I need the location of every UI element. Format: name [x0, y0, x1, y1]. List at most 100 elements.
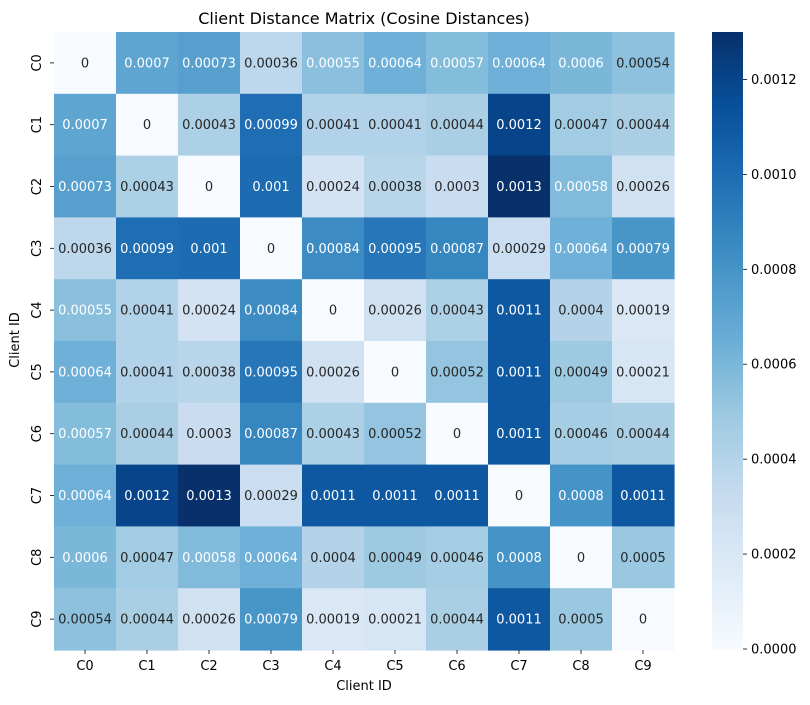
cell-value-label: 0.00084: [244, 304, 298, 319]
heatmap-cell-C3-C4: [302, 217, 365, 280]
cell-value-label: 0.00073: [58, 180, 112, 195]
x-axis: C0 C1 C2 C3 C4 C5 C6 C7 C8 C9: [76, 650, 652, 674]
cell-value-label: 0: [267, 242, 275, 257]
chart-title: Client Distance Matrix (Cosine Distances…: [198, 9, 530, 28]
cell-value-label: 0.00079: [244, 613, 298, 628]
heatmap-cell-C7-C6: [426, 464, 489, 527]
heatmap-cell-C4-C3: [240, 279, 303, 342]
cell-value-label: 0.00044: [616, 427, 670, 442]
heatmap-cell-C7-C2: [178, 464, 241, 527]
heatmap-cell-C0-C7: [488, 32, 551, 95]
heatmap-cell-C8-C8: [550, 526, 613, 589]
cell-value-label: 0.00058: [554, 180, 608, 195]
colorbar-tick-label: 0.0008: [751, 263, 797, 278]
heatmap-cells: [54, 32, 675, 651]
heatmap-cell-C9-C0: [54, 588, 117, 651]
heatmap-cell-C2-C1: [116, 155, 179, 218]
heatmap-cell-C3-C1: [116, 217, 179, 280]
heatmap-cell-C5-C1: [116, 341, 179, 404]
heatmap-cell-C4-C8: [550, 279, 613, 342]
cell-value-label: 0.00084: [306, 242, 360, 257]
cell-value-label: 0.00064: [58, 365, 112, 380]
heatmap-cell-C7-C7: [488, 464, 551, 527]
heatmap-cell-C4-C6: [426, 279, 489, 342]
heatmap-cell-C1-C6: [426, 93, 489, 157]
heatmap-cell-C0-C3: [240, 32, 303, 95]
cell-value-label: 0.0011: [496, 613, 542, 628]
heatmap-cell-C9-C5: [364, 588, 427, 651]
heatmap-cell-C1-C5: [364, 93, 427, 157]
heatmap-cell-C4-C2: [178, 279, 241, 342]
heatmap-cell-C9-C8: [550, 588, 613, 651]
cell-value-label: 0.00043: [306, 427, 360, 442]
heatmap-cell-C5-C5: [364, 341, 427, 404]
cell-value-label: 0.00024: [182, 304, 236, 319]
cell-value-label: 0.001: [252, 180, 289, 195]
cell-value-label: 0.0005: [558, 613, 604, 628]
heatmap-cell-C5-C7: [488, 341, 551, 404]
heatmap-cell-C8-C6: [426, 526, 489, 589]
cell-annotations: 0 0.0007 0.00073 0.00036 0.00055 0.00064 0.000…: [58, 56, 670, 627]
colorbar: 0.0000 0.0002 0.0004 0.0006 0.0008 0.0010 0.00…: [712, 32, 797, 658]
cell-value-label: 0.0013: [186, 489, 232, 504]
cell-value-label: 0.00055: [306, 56, 360, 71]
cell-value-label: 0.0003: [186, 427, 232, 442]
cell-value-label: 0.00038: [182, 365, 236, 380]
x-tick-label: C9: [634, 659, 651, 674]
heatmap-cell-C8-C4: [302, 526, 365, 589]
cell-value-label: 0.0006: [558, 56, 604, 71]
cell-value-label: 0.00026: [368, 304, 422, 319]
colorbar-tick-label: 0.0012: [751, 73, 797, 88]
colorbar-tick-label: 0.0000: [751, 643, 797, 658]
heatmap-cell-C4-C4: [302, 279, 365, 342]
heatmap-cell-C7-C9: [612, 464, 675, 527]
heatmap-cell-C1-C0: [54, 93, 117, 157]
heatmap-cell-C0-C9: [612, 32, 675, 95]
heatmap-cell-C8-C2: [178, 526, 241, 589]
heatmap-cell-C0-C8: [550, 32, 613, 95]
heatmap-cell-C1-C4: [302, 93, 365, 157]
heatmap-cell-C9-C2: [178, 588, 241, 651]
heatmap-cell-C6-C5: [364, 402, 427, 466]
cell-value-label: 0.001: [190, 242, 227, 257]
cell-value-label: 0.00047: [120, 551, 174, 566]
cell-value-label: 0.00043: [120, 180, 174, 195]
x-tick-label: C6: [448, 659, 465, 674]
heatmap-cell-C2-C8: [550, 155, 613, 218]
cell-value-label: 0: [391, 365, 399, 380]
y-axis-label: Client ID: [8, 312, 23, 368]
cell-value-label: 0.00079: [616, 242, 670, 257]
heatmap-cell-C5-C8: [550, 341, 613, 404]
cell-value-label: 0.0008: [496, 551, 542, 566]
heatmap-cell-C9-C3: [240, 588, 303, 651]
cell-value-label: 0.00046: [430, 551, 484, 566]
cell-value-label: 0.00049: [368, 551, 422, 566]
heatmap-cell-C8-C5: [364, 526, 427, 589]
heatmap-cell-C4-C7: [488, 279, 551, 342]
heatmap-cell-C2-C2: [178, 155, 241, 218]
cell-value-label: 0: [143, 118, 151, 133]
heatmap-cell-C6-C8: [550, 402, 613, 466]
cell-value-label: 0.00064: [58, 489, 112, 504]
heatmap-cell-C7-C4: [302, 464, 365, 527]
heatmap-cell-C2-C0: [54, 155, 117, 218]
cell-value-label: 0.0004: [310, 551, 356, 566]
heatmap-cell-C1-C3: [240, 93, 303, 157]
y-tick-label: C7: [30, 487, 45, 504]
y-axis: C0 C1 C2 C3 C4 C5 C6 C7 C8 C9: [30, 54, 54, 628]
y-tick-label: C3: [30, 240, 45, 257]
heatmap-cell-C8-C7: [488, 526, 551, 589]
heatmap-cell-C5-C0: [54, 341, 117, 404]
heatmap-cell-C2-C4: [302, 155, 365, 218]
cell-value-label: 0.00064: [554, 242, 608, 257]
y-tick-label: C0: [30, 54, 45, 71]
heatmap-cell-C6-C6: [426, 402, 489, 466]
cell-value-label: 0.00099: [120, 242, 174, 257]
heatmap-cell-C2-C6: [426, 155, 489, 218]
y-tick-label: C4: [30, 301, 45, 318]
heatmap-cell-C9-C9: [612, 588, 675, 651]
heatmap-cell-C1-C9: [612, 93, 675, 157]
cell-value-label: 0.0011: [372, 489, 418, 504]
colorbar-tick-label: 0.0002: [751, 548, 797, 563]
x-tick-label: C7: [510, 659, 527, 674]
